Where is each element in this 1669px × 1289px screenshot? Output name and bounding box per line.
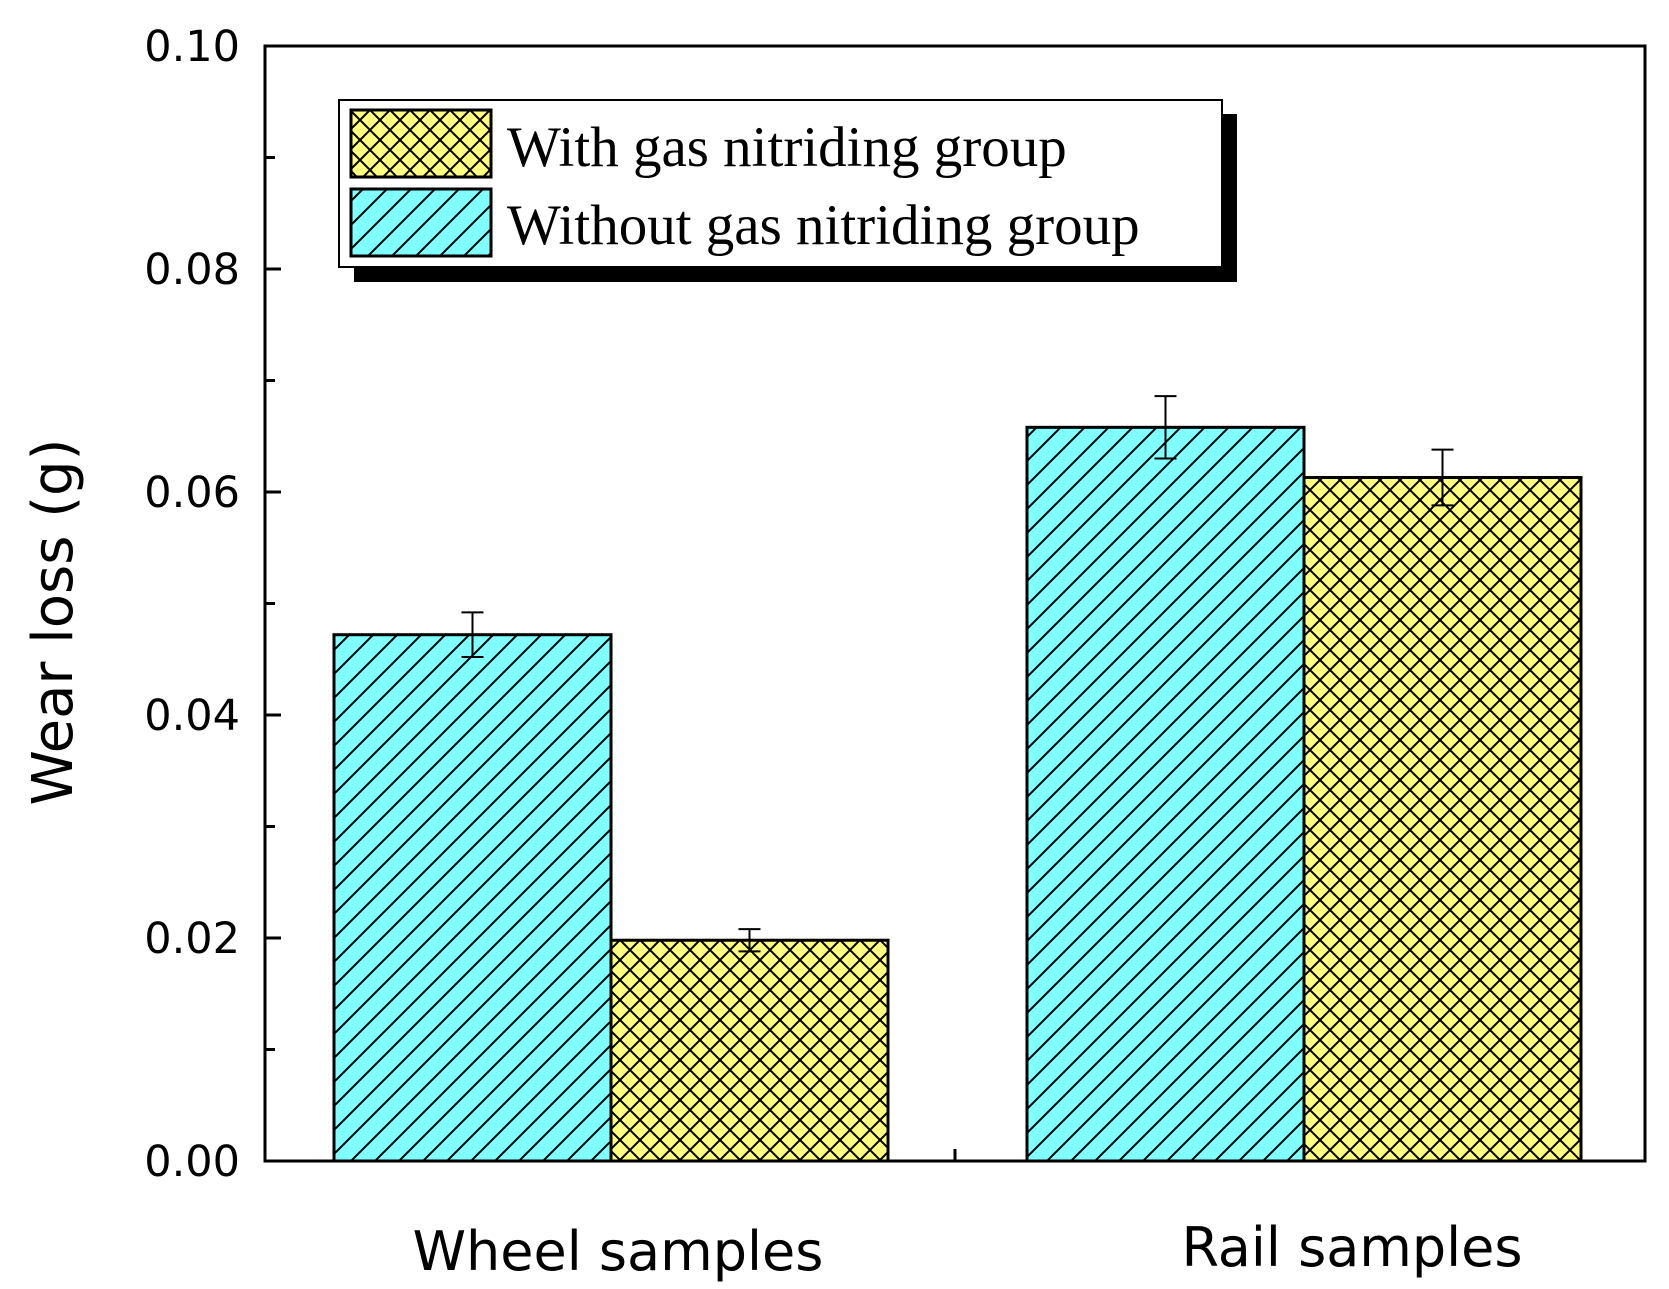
- error-bar-without-nitriding-rail: [1154, 395, 1177, 460]
- category-label-rail: Rail samples: [1181, 1216, 1522, 1279]
- category-label-wheel: Wheel samples: [413, 1220, 824, 1283]
- bar-without-nitriding-wheel: [332, 633, 613, 1163]
- y-tick-label: 0.04: [144, 691, 240, 741]
- y-axis-label: Wear loss (g): [21, 439, 86, 806]
- bars-layer: [332, 425, 1583, 1163]
- error-bar-with-nitriding-rail: [1431, 448, 1454, 507]
- legend-label-with: With gas nitriding group: [507, 116, 1067, 179]
- y-axis: 0.00 0.02 0.04 0.06 0.08 0.10: [144, 22, 281, 1187]
- legend: With gas nitriding group Without gas nit…: [338, 99, 1237, 282]
- error-bar-with-nitriding-wheel: [738, 928, 761, 953]
- error-bars-layer: [461, 395, 1454, 953]
- error-bar-without-nitriding-wheel: [461, 611, 484, 659]
- y-tick-label: 0.02: [144, 914, 240, 964]
- y-tick-label: 0.06: [144, 468, 240, 518]
- y-tick-label: 0.00: [144, 1137, 240, 1187]
- bar-with-nitriding-rail: [1302, 476, 1583, 1163]
- y-tick-label: 0.10: [144, 22, 240, 72]
- legend-swatch-without: [349, 187, 493, 258]
- bar-without-nitriding-rail: [1025, 425, 1306, 1163]
- legend-swatch-with: [349, 108, 493, 179]
- y-tick-label: 0.08: [144, 245, 240, 295]
- bar-with-nitriding-wheel: [609, 938, 890, 1163]
- legend-label-without: Without gas nitriding group: [507, 194, 1140, 257]
